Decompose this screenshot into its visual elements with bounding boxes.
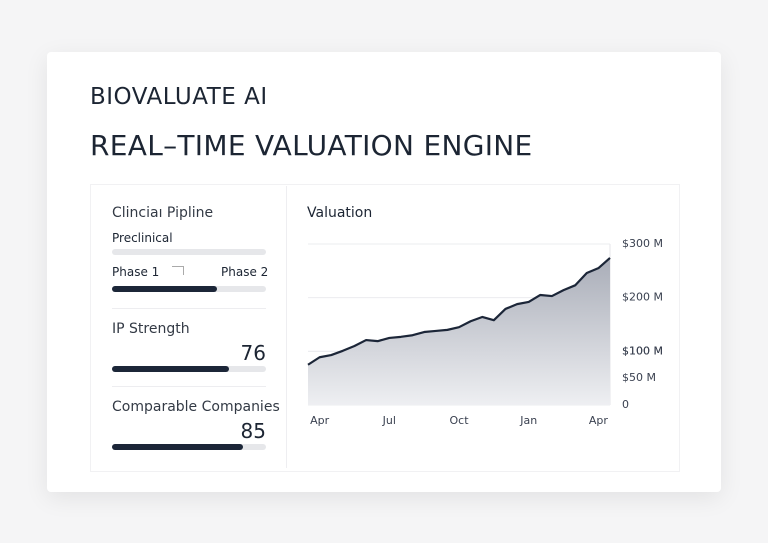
metric-value: 85 <box>240 419 266 443</box>
separator <box>112 308 266 309</box>
y-tick-label: 0 <box>622 398 629 411</box>
phase-to: Phase 2 <box>221 265 269 279</box>
y-tick-label: $200 M <box>622 291 663 304</box>
metric-value: 76 <box>240 341 266 365</box>
metric-bar <box>112 444 243 450</box>
page-title: REAL–TIME VALUATION ENGINE <box>90 129 533 162</box>
y-tick-label: $100 M <box>622 344 663 357</box>
phase-icon <box>172 266 184 275</box>
pipeline-title: Clinciaı Pipline <box>112 205 214 221</box>
chart-title: Valuation <box>307 205 372 221</box>
metric-label: Comparable Companies <box>112 399 280 415</box>
x-tick-label: Jan <box>519 414 537 427</box>
line <box>307 257 611 366</box>
x-tick-label: Oct <box>449 414 469 427</box>
separator <box>112 386 266 387</box>
brand: BIOVALUATE AI <box>90 84 268 110</box>
metric-track <box>112 366 266 372</box>
x-tick-label: Apr <box>589 414 609 427</box>
y-tick-label: $300 M <box>622 237 663 250</box>
metric-bar <box>112 366 230 372</box>
metric-label: IP Strength <box>112 321 190 337</box>
metric-track <box>112 444 266 450</box>
phase-from: Phase 1 <box>112 265 160 279</box>
stage-label: Preclinical <box>112 231 173 245</box>
x-tick-label: Apr <box>310 414 330 427</box>
phase-track <box>112 286 266 292</box>
divider <box>286 186 287 468</box>
phase-fill <box>112 286 217 292</box>
area <box>308 257 610 405</box>
x-tick-label: Jul <box>382 414 396 427</box>
y-tick-label: $50 M <box>622 371 656 384</box>
y-tick-label: $100 M <box>622 344 663 357</box>
stage-track <box>112 249 266 255</box>
